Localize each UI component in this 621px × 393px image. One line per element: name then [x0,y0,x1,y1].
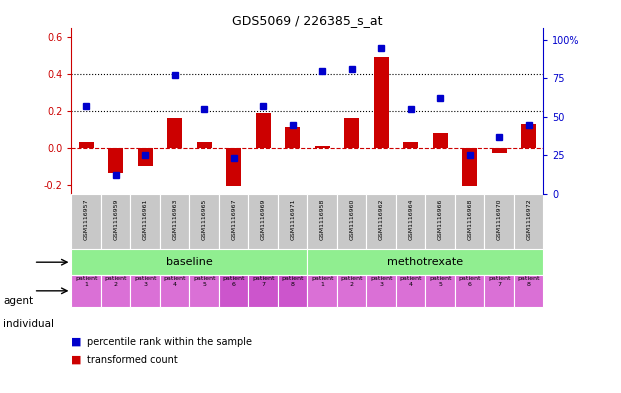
Bar [492,148,507,153]
Bar [521,124,536,148]
Bar [307,275,337,307]
Bar [455,194,484,249]
Text: GSM1116963: GSM1116963 [172,198,177,240]
Bar [514,275,543,307]
Bar [197,142,212,148]
Bar [366,275,396,307]
Text: methotrexate: methotrexate [388,257,463,267]
Bar [248,275,278,307]
Bar [189,275,219,307]
Text: GSM1116971: GSM1116971 [290,198,295,240]
Bar [278,275,307,307]
Text: GSM1116964: GSM1116964 [408,198,413,240]
Bar [366,194,396,249]
Text: agent: agent [3,296,34,306]
Bar [374,57,389,148]
Bar [425,275,455,307]
Bar [248,194,278,249]
Text: GSM1116966: GSM1116966 [438,198,443,240]
Bar [256,112,271,148]
Text: patient
3: patient 3 [370,276,392,286]
Text: GSM1116960: GSM1116960 [349,198,354,240]
Text: baseline: baseline [166,257,213,267]
Text: GSM1116958: GSM1116958 [320,198,325,240]
Bar [484,194,514,249]
Bar [425,194,455,249]
Title: GDS5069 / 226385_s_at: GDS5069 / 226385_s_at [232,15,383,28]
Bar [219,194,248,249]
Text: patient
1: patient 1 [75,276,97,286]
Text: patient
4: patient 4 [163,276,186,286]
Bar [71,249,307,275]
Bar [189,194,219,249]
Text: patient
5: patient 5 [429,276,451,286]
Text: transformed count: transformed count [87,354,178,365]
Bar [337,275,366,307]
Bar [130,194,160,249]
Text: ■: ■ [71,337,82,347]
Bar [396,275,425,307]
Text: GSM1116968: GSM1116968 [467,198,472,240]
Bar [71,194,101,249]
Bar [396,194,425,249]
Text: GSM1116965: GSM1116965 [202,198,207,240]
Text: GSM1116967: GSM1116967 [231,198,236,240]
Bar [514,194,543,249]
Bar [101,275,130,307]
Bar [79,142,94,148]
Text: GSM1116959: GSM1116959 [113,198,118,240]
Text: patient
2: patient 2 [104,276,127,286]
Text: patient
7: patient 7 [252,276,274,286]
Text: patient
4: patient 4 [399,276,422,286]
Text: GSM1116969: GSM1116969 [261,198,266,240]
Bar [403,142,418,148]
Text: GSM1116972: GSM1116972 [526,198,531,240]
Text: individual: individual [3,319,54,329]
Bar [108,148,123,173]
Text: ■: ■ [71,354,82,365]
Bar [71,275,101,307]
Bar [462,148,477,186]
Bar [433,133,448,148]
Text: patient
7: patient 7 [488,276,510,286]
Text: patient
8: patient 8 [517,276,540,286]
Bar [484,275,514,307]
Text: patient
8: patient 8 [281,276,304,286]
Text: patient
6: patient 6 [222,276,245,286]
Bar [138,148,153,166]
Bar [278,194,307,249]
Bar [219,275,248,307]
Bar [315,146,330,148]
Bar [130,275,160,307]
Bar [167,118,182,148]
Bar [101,194,130,249]
Bar [285,127,300,148]
Bar [160,275,189,307]
Bar [160,194,189,249]
Text: GSM1116961: GSM1116961 [143,198,148,240]
Bar [455,275,484,307]
Text: patient
3: patient 3 [134,276,156,286]
Text: patient
5: patient 5 [193,276,215,286]
Bar [307,194,337,249]
Bar [337,194,366,249]
Text: GSM1116957: GSM1116957 [84,198,89,240]
Text: GSM1116970: GSM1116970 [497,198,502,240]
Bar [307,249,543,275]
Text: patient
2: patient 2 [340,276,363,286]
Text: patient
1: patient 1 [311,276,333,286]
Bar [344,118,359,148]
Bar [226,148,241,186]
Text: percentile rank within the sample: percentile rank within the sample [87,337,252,347]
Text: patient
6: patient 6 [458,276,481,286]
Text: GSM1116962: GSM1116962 [379,198,384,240]
